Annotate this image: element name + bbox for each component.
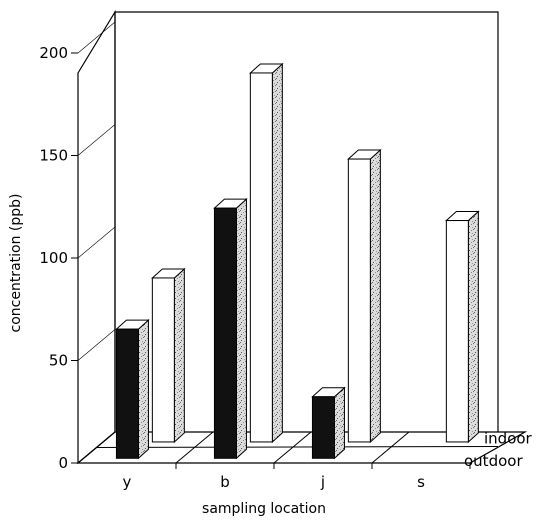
x-tick-label: j [320, 473, 325, 491]
y-tick-label: 100 [39, 249, 68, 267]
y-axis-title: concentration (ppb) [8, 194, 24, 333]
bar-outdoor [115, 319, 150, 460]
bar-indoor [445, 210, 480, 444]
bar-indoor [249, 62, 284, 444]
depth-label: outdoor [464, 452, 523, 470]
bar-outdoor [213, 198, 248, 460]
bar-front [347, 158, 371, 443]
x-axis-title: sampling location [202, 501, 326, 517]
x-tick-label: b [220, 473, 230, 491]
y-tick-label: 150 [39, 147, 68, 165]
y-tick-label: 50 [49, 352, 68, 370]
bar-front [249, 72, 273, 443]
side-wall [77, 9, 116, 465]
bar-outdoor [311, 386, 346, 460]
y-gridline-side [77, 329, 116, 361]
y-axis-ticks: 0 50 100 150 200 y b j s indoor outdoor [39, 21, 533, 491]
bar-front [445, 220, 469, 443]
y-gridline-side [77, 226, 116, 259]
bar-side [333, 386, 345, 460]
bar-front [151, 277, 175, 443]
bar-group [115, 62, 480, 460]
bar-side [369, 148, 381, 444]
bar-side [271, 62, 283, 444]
y-tick-label: 200 [39, 44, 68, 62]
y-tick-label: 0 [58, 454, 68, 472]
bar-front [115, 328, 139, 459]
bar-side [173, 267, 185, 444]
x-tick-label: y [123, 473, 132, 491]
floor-category-divider [371, 431, 410, 464]
bar-side [467, 210, 479, 444]
bar-indoor [151, 267, 186, 444]
floor-row-divider [96, 446, 499, 448]
bar-side [235, 198, 247, 460]
x-tick-label: s [417, 473, 425, 491]
y-gridline-side [77, 124, 116, 156]
bar-front [311, 396, 335, 459]
chart-labels: concentration (ppb) sampling location [8, 194, 326, 518]
bar-indoor [347, 148, 382, 444]
floor-category-divider [175, 431, 214, 464]
bar-front [213, 207, 237, 459]
floor-category-divider [273, 431, 312, 464]
bar-side [137, 319, 149, 460]
y-gridline-side [77, 21, 116, 54]
y-gridline-side [77, 431, 116, 464]
depth-label: indoor [484, 430, 533, 448]
